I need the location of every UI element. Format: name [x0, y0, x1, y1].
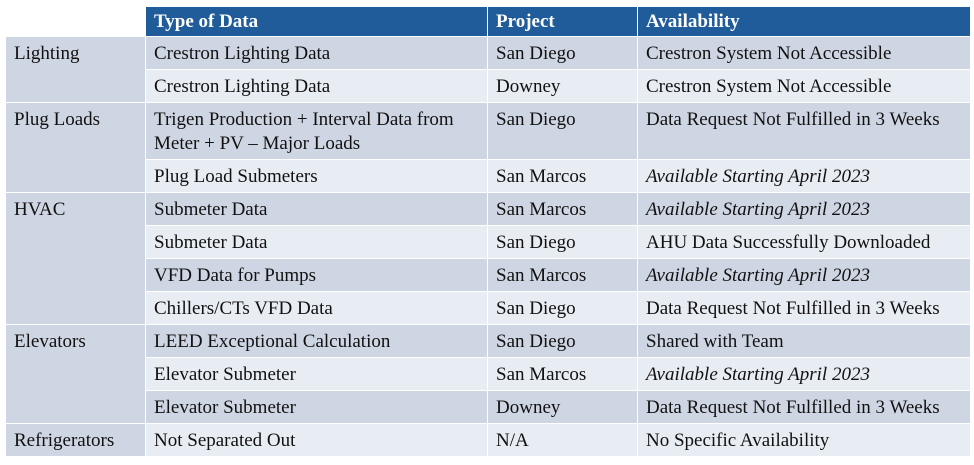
- type-cell: Elevator Submeter: [145, 390, 488, 424]
- availability-cell: Data Request Not Fulfilled in 3 Weeks: [637, 390, 971, 424]
- type-cell-line-1: Trigen Production + Interval Data from: [154, 109, 454, 130]
- type-cell: Plug Load Submeters: [145, 159, 488, 193]
- availability-cell: No Specific Availability: [637, 423, 971, 457]
- header-blank-cell: [5, 6, 146, 37]
- type-cell: VFD Data for Pumps: [145, 258, 488, 292]
- availability-cell: Available Starting April 2023: [637, 192, 971, 226]
- project-cell: San Diego: [487, 324, 638, 358]
- header-availability: Availability: [637, 6, 971, 37]
- table-row: Chillers/CTs VFD Data San Diego Data Req…: [6, 291, 971, 325]
- table-header-row: Type of Data Project Availability: [5, 6, 971, 37]
- project-cell: Downey: [487, 390, 638, 424]
- category-cell-refrigerators: Refrigerators: [5, 423, 146, 457]
- availability-cell: AHU Data Successfully Downloaded: [637, 225, 971, 259]
- project-cell: San Marcos: [487, 159, 638, 193]
- availability-cell: Crestron System Not Accessible: [637, 36, 971, 70]
- project-cell: San Diego: [487, 225, 638, 259]
- category-cell-plug-loads: Plug Loads: [5, 102, 146, 193]
- table-row: Plug Loads Trigen Production + Interval …: [5, 102, 971, 193]
- type-cell: Crestron Lighting Data: [145, 36, 488, 70]
- type-cell: Crestron Lighting Data: [145, 69, 488, 103]
- type-cell: Submeter Data: [145, 225, 488, 259]
- table-row: Refrigerators Not Separated Out N/A No S…: [5, 423, 971, 457]
- type-cell: Chillers/CTs VFD Data: [145, 291, 488, 325]
- type-cell: Submeter Data: [145, 192, 488, 226]
- availability-cell: Data Request Not Fulfilled in 3 Weeks: [637, 102, 971, 160]
- availability-cell: Available Starting April 2023: [637, 159, 971, 193]
- availability-cell: Available Starting April 2023: [637, 357, 971, 391]
- project-cell: Downey: [487, 69, 638, 103]
- category-cell-lighting: Lighting: [5, 36, 146, 103]
- project-cell: San Marcos: [487, 258, 638, 292]
- project-cell: San Marcos: [487, 192, 638, 226]
- table-row: VFD Data for Pumps San Marcos Available …: [6, 258, 971, 292]
- type-cell: Trigen Production + Interval Data from M…: [145, 102, 488, 160]
- table-row: Elevator Submeter Downey Data Request No…: [6, 390, 971, 424]
- availability-cell: Data Request Not Fulfilled in 3 Weeks: [637, 291, 971, 325]
- table-row: Plug Load Submeters San Marcos Available…: [6, 159, 971, 193]
- type-cell: Not Separated Out: [145, 423, 488, 457]
- table-row: HVAC Submeter Data San Marcos Available …: [5, 192, 971, 325]
- data-availability-table: Type of Data Project Availability Lighti…: [5, 6, 971, 457]
- project-cell: San Diego: [487, 291, 638, 325]
- type-cell: LEED Exceptional Calculation: [145, 324, 488, 358]
- availability-cell: Available Starting April 2023: [637, 258, 971, 292]
- project-cell: San Diego: [487, 36, 638, 70]
- type-cell: Elevator Submeter: [145, 357, 488, 391]
- project-cell: San Diego: [487, 102, 638, 160]
- project-cell: N/A: [487, 423, 638, 457]
- table-row: Lighting Crestron Lighting Data San Dieg…: [5, 36, 971, 103]
- availability-cell: Crestron System Not Accessible: [637, 69, 971, 103]
- table-row: Elevators LEED Exceptional Calculation S…: [5, 324, 971, 424]
- table-row: Elevator Submeter San Marcos Available S…: [6, 357, 971, 391]
- header-project: Project: [487, 6, 638, 37]
- category-cell-elevators: Elevators: [5, 324, 146, 424]
- table-row: Submeter Data San Diego AHU Data Success…: [6, 225, 971, 259]
- availability-cell: Shared with Team: [637, 324, 971, 358]
- type-cell-line-2: Meter + PV – Major Loads: [154, 133, 361, 154]
- table-row: Crestron Lighting Data Downey Crestron S…: [6, 69, 971, 103]
- header-type-of-data: Type of Data: [145, 6, 488, 37]
- category-cell-hvac: HVAC: [5, 192, 146, 325]
- project-cell: San Marcos: [487, 357, 638, 391]
